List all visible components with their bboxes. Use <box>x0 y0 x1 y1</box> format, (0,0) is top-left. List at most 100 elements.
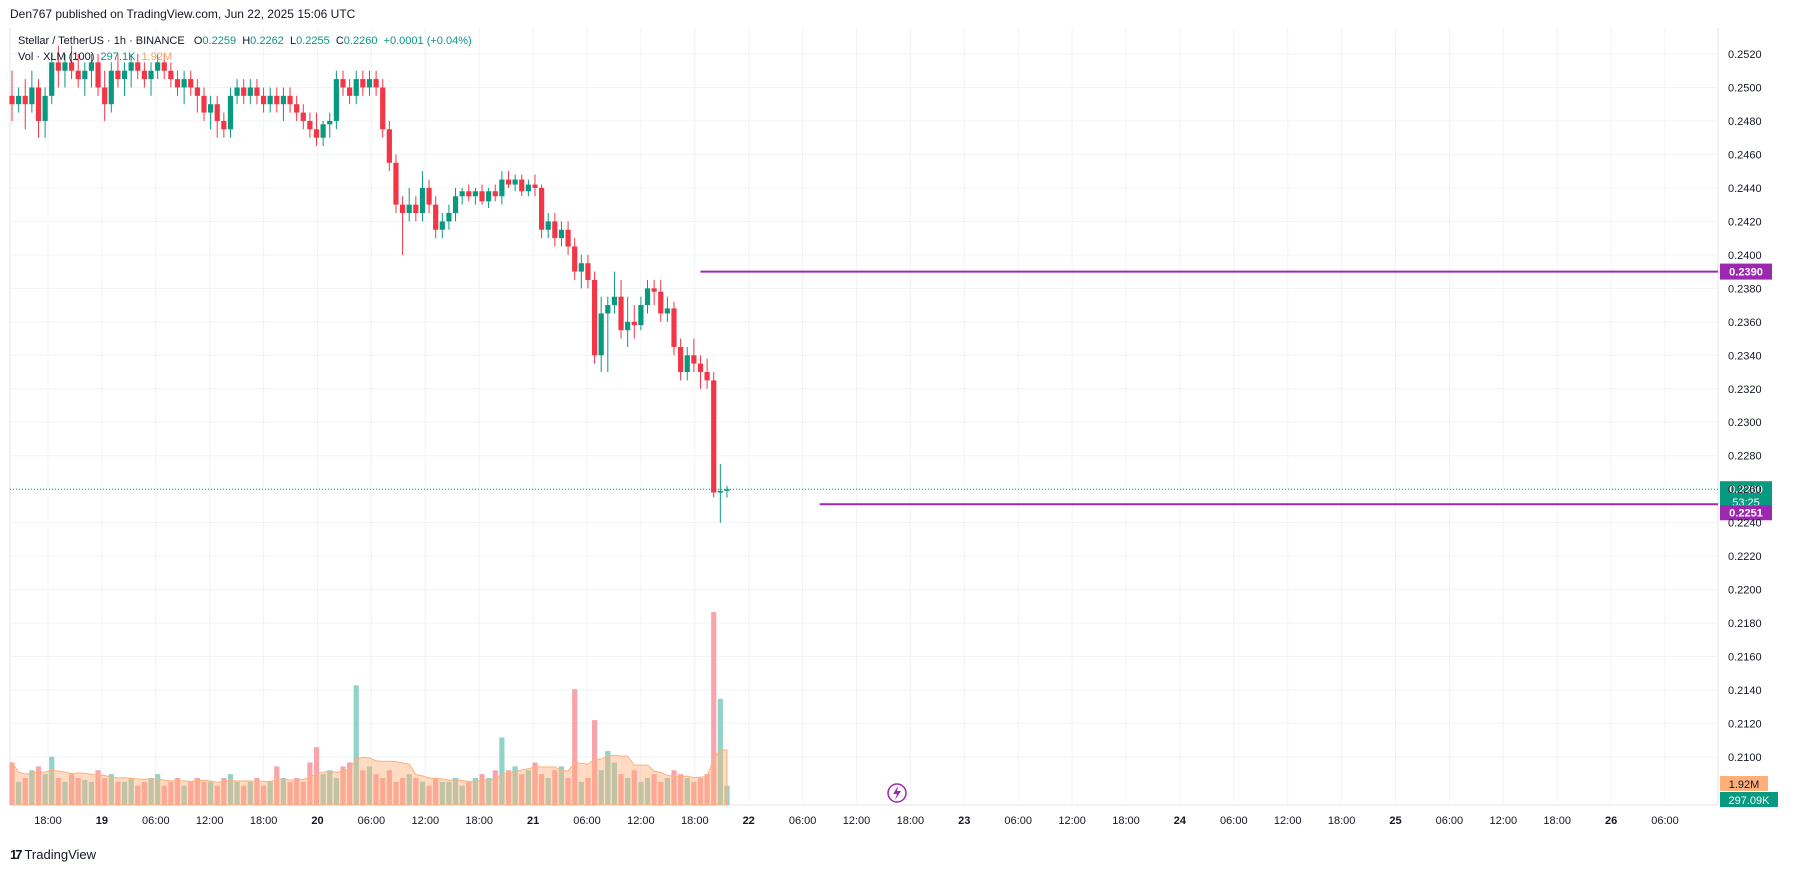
time-tick-label: 23 <box>958 815 970 827</box>
candle-body <box>625 321 631 331</box>
volume-bar <box>194 777 200 805</box>
volume-bar <box>380 777 386 805</box>
volume-bar <box>174 777 181 805</box>
volume-bar <box>684 777 690 805</box>
volume-bar <box>320 774 326 805</box>
volume-bar <box>585 777 591 805</box>
candle-body <box>373 79 379 88</box>
candle-body <box>658 291 664 314</box>
volume-bar <box>16 781 22 805</box>
tradingview-logo[interactable]: 17 TradingView <box>10 847 96 862</box>
candle-body <box>591 279 598 356</box>
price-tick-label: 0.2500 <box>1728 82 1762 94</box>
candle-body <box>168 70 174 80</box>
candle-body <box>88 62 95 71</box>
time-axis: 18:00 19 06:00 12:00 18:00 20 06:00 12:00 18:00 2… <box>34 815 1679 827</box>
volume-label: Vol · XLM (100) <box>18 51 95 63</box>
volume-ma-badge <box>1720 776 1768 791</box>
candle-body <box>578 263 584 272</box>
candle-body <box>532 184 538 188</box>
time-tick-label: 18:00 <box>681 815 709 827</box>
volume-bar <box>631 770 637 805</box>
candle-body <box>406 204 412 214</box>
volume-bar <box>75 777 81 805</box>
volume-bar <box>678 774 684 805</box>
time-tick-label: 18:00 <box>250 815 278 827</box>
high-value: 0.2262 <box>250 35 284 47</box>
candle-body <box>419 187 426 214</box>
time-tick-label: 18:00 <box>465 815 493 827</box>
price-tick-label: 0.2320 <box>1728 384 1762 396</box>
volume-bar <box>664 777 670 805</box>
time-tick-label: 06:00 <box>1436 815 1464 827</box>
volume-legend[interactable]: Vol · XLM (100) 297.1K 1.92M <box>18 51 172 63</box>
time-tick-label: 25 <box>1389 815 1401 827</box>
volume-bar <box>671 770 677 805</box>
candle-body <box>426 187 432 205</box>
time-tick-label: 18:00 <box>34 815 62 827</box>
candle-body <box>22 95 28 105</box>
candle-body <box>386 129 392 163</box>
price-tick-label: 0.2520 <box>1728 49 1762 61</box>
candle-body <box>704 372 710 381</box>
candle-body <box>300 112 306 121</box>
volume-moving-average <box>11 748 728 806</box>
volume-bar <box>141 781 147 805</box>
time-tick-label: 18:00 <box>1328 815 1356 827</box>
candle-body <box>194 87 200 96</box>
candle-body <box>95 62 101 88</box>
volume-bar <box>121 781 128 805</box>
price-tick-label: 0.2200 <box>1728 585 1762 597</box>
volume-bar <box>49 756 55 805</box>
volume-bar <box>711 612 717 805</box>
volume-bar <box>499 737 505 805</box>
candle-body <box>611 296 618 306</box>
volume-bar <box>241 785 247 805</box>
volume-bar <box>492 770 498 805</box>
time-tick-label: 12:00 <box>627 815 655 827</box>
candle-body <box>664 308 670 314</box>
volume-bar <box>260 785 267 805</box>
current-price-label: 0.2260 <box>1729 484 1763 496</box>
candle-body <box>618 296 624 331</box>
candle-body <box>128 62 134 71</box>
price-tick-label: 0.2120 <box>1728 719 1762 731</box>
volume-bar <box>618 774 624 805</box>
candle-body <box>446 213 452 222</box>
candle-body <box>42 95 48 121</box>
candle-body <box>631 321 637 326</box>
level-price-label: 0.2390 <box>1729 267 1763 279</box>
volume-bar <box>598 770 604 805</box>
volume-bar <box>62 781 68 805</box>
volume-bar <box>446 781 452 805</box>
price-tick-label: 0.2380 <box>1728 283 1762 295</box>
candle-body <box>724 489 730 491</box>
volume-bar <box>545 777 551 805</box>
time-tick-label: 06:00 <box>573 815 601 827</box>
candle-body <box>505 179 512 185</box>
volume-bar <box>512 766 518 805</box>
volume-bar <box>505 770 512 805</box>
volume-bar <box>519 774 525 805</box>
candle-body <box>353 79 359 96</box>
candle-body <box>68 62 75 71</box>
volume-bar <box>102 777 108 805</box>
candle-body <box>671 308 677 347</box>
candle-body <box>572 246 578 272</box>
volume-bar <box>704 774 710 805</box>
time-tick-label: 06:00 <box>358 815 386 827</box>
candle-body <box>439 221 445 230</box>
volume-bar <box>221 777 227 805</box>
candle-body <box>512 179 518 185</box>
volume-bar <box>558 766 565 805</box>
symbol-name: Stellar / TetherUS · 1h · BINANCE <box>18 35 185 47</box>
volume-bar <box>717 698 723 805</box>
volume-bar <box>307 762 313 805</box>
price-tick-label: 0.2180 <box>1728 618 1762 630</box>
change-value: +0.0001 (+0.04%) <box>383 35 472 47</box>
symbol-legend[interactable]: Stellar / TetherUS · 1h · BINANCE O0.225… <box>18 35 472 47</box>
volume-bar <box>88 781 95 805</box>
time-tick-label: 18:00 <box>897 815 925 827</box>
candle-body <box>638 305 644 326</box>
